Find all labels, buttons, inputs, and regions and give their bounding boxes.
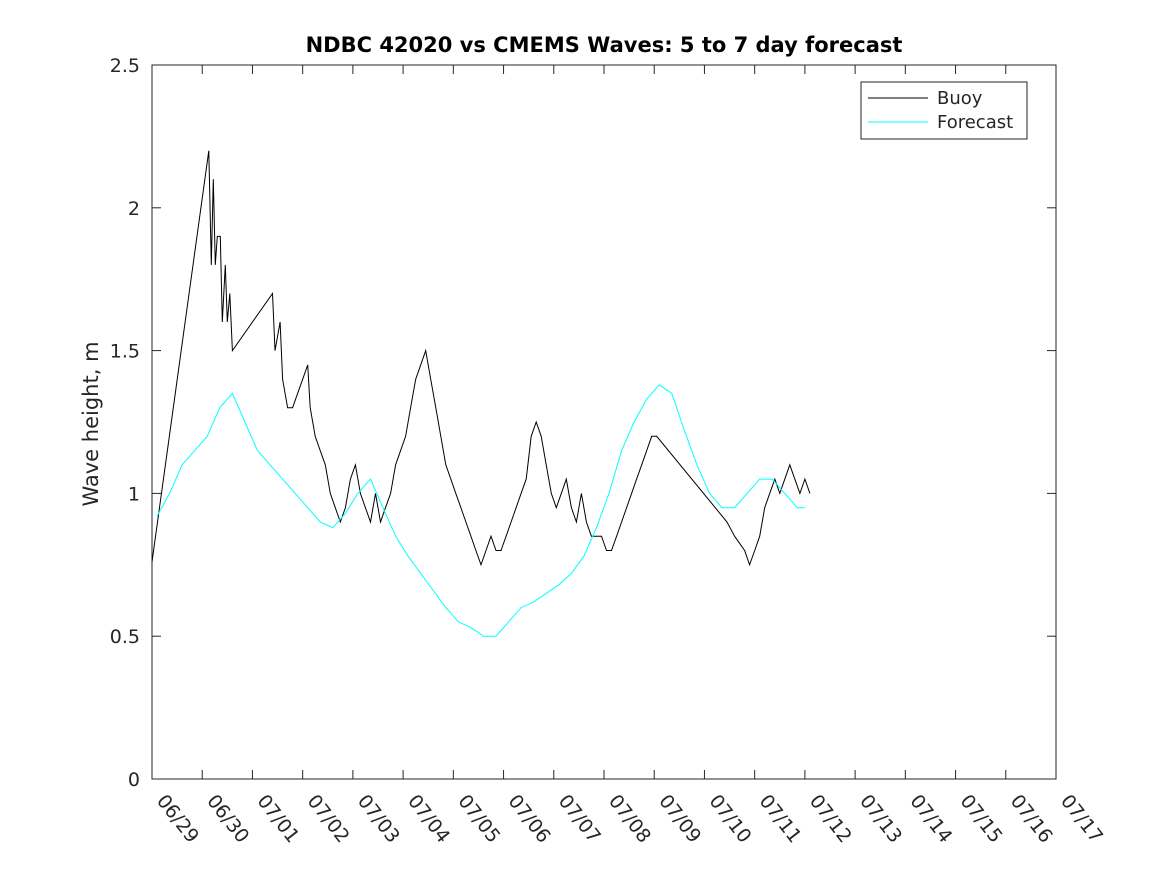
- legend: Buoy Forecast: [860, 81, 1028, 140]
- chart-title: NDBC 42020 vs CMEMS Waves: 5 to 7 day fo…: [306, 33, 903, 57]
- x-tick-label: 07/12: [805, 791, 856, 848]
- x-tick-label: 07/14: [905, 791, 956, 848]
- plot-frame: [151, 64, 1057, 780]
- y-tick-label: 0.5: [110, 626, 140, 648]
- x-tick-label: 06/30: [202, 791, 253, 848]
- x-tick-label: 07/11: [755, 791, 806, 848]
- x-tick-label: 06/29: [152, 791, 203, 848]
- x-tick-label: 07/17: [1056, 791, 1107, 848]
- legend-box: [860, 81, 1028, 140]
- x-tick-label: 07/16: [1006, 791, 1057, 848]
- x-tick-label: 07/02: [303, 791, 354, 848]
- y-tick-label: 2.5: [110, 55, 140, 77]
- plot-area: 00.511.522.506/29 06/30 07/01 07/02 07/03 07/…: [110, 55, 1107, 847]
- x-tick-label: 07/10: [705, 791, 756, 848]
- y-axis-label: Wave height, m: [79, 341, 103, 506]
- y-tick-label: 2: [128, 198, 140, 220]
- legend-forecast-label: Forecast: [937, 112, 1013, 133]
- y-tick-label: 1.5: [110, 341, 140, 363]
- x-tick-label: 07/13: [855, 791, 906, 848]
- x-tick-label: 07/06: [504, 791, 555, 848]
- x-tick-label: 07/05: [453, 791, 504, 848]
- series-line-buoy: [151, 150, 811, 567]
- x-tick-label: 07/08: [604, 791, 655, 848]
- y-tick-label: 0: [128, 769, 140, 791]
- x-tick-label: 07/15: [956, 791, 1007, 848]
- legend-buoy-label: Buoy: [937, 88, 983, 109]
- x-tick-label: 07/07: [554, 791, 605, 848]
- x-tick-label: 07/04: [403, 791, 454, 848]
- x-tick-label: 07/03: [353, 791, 404, 848]
- x-tick-label: 07/09: [654, 791, 705, 848]
- x-tick-label: 07/01: [253, 791, 304, 848]
- series-line-forecast: [156, 384, 805, 637]
- y-tick-label: 1: [128, 483, 140, 505]
